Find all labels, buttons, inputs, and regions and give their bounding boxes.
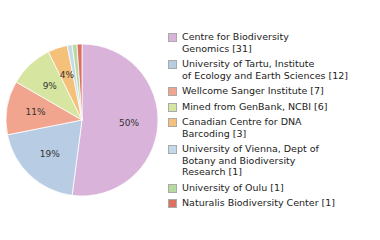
data-label: 11%	[26, 107, 46, 117]
legend-swatch	[168, 87, 177, 96]
legend-label: Naturalis Biodiversity Center [1]	[182, 197, 335, 209]
legend-swatch	[168, 184, 177, 193]
legend-item: University of Tartu, Institute of Ecolog…	[168, 58, 376, 81]
legend-swatch	[168, 145, 177, 154]
chart: 50% 19% 11% 9%4% Centre for Biodiversity Ge…	[0, 0, 380, 240]
legend-item: University of Vienna, Dept of Botany and…	[168, 143, 376, 178]
legend-label: University of Tartu, Institute of Ecolog…	[182, 58, 348, 81]
legend-label: University of Oulu [1]	[182, 182, 284, 194]
legend-swatch	[168, 118, 177, 127]
legend-swatch	[168, 33, 177, 42]
data-label: 50%	[119, 118, 139, 128]
slice	[67, 45, 82, 120]
legend-item: Canadian Centre for DNA Barcoding [3]	[168, 116, 376, 139]
legend-label: Centre for Biodiversity Genomics [31]	[182, 31, 289, 54]
slice-labels: 50% 19% 11% 9%4%	[26, 70, 140, 159]
data-label: 4%	[60, 70, 75, 80]
legend-item: Centre for Biodiversity Genomics [31]	[168, 31, 376, 54]
slice	[72, 44, 82, 120]
data-label: 9%	[43, 81, 58, 91]
legend-swatch	[168, 103, 177, 112]
legend-label: University of Vienna, Dept of Botany and…	[182, 143, 319, 178]
legend-item: Wellcome Sanger Institute [7]	[168, 85, 376, 97]
legend-item: University of Oulu [1]	[168, 182, 376, 194]
legend-label: Wellcome Sanger Institute [7]	[182, 85, 324, 97]
legend-item: Naturalis Biodiversity Center [1]	[168, 197, 376, 209]
legend-swatch	[168, 60, 177, 69]
slices	[6, 44, 158, 196]
legend: Centre for Biodiversity Genomics [31] Uni…	[168, 0, 376, 240]
legend-item: Mined from GenBank, NCBI [6]	[168, 101, 376, 113]
slice	[77, 44, 82, 120]
slice	[72, 44, 158, 196]
pie-area: 50% 19% 11% 9%4%	[0, 0, 164, 240]
legend-label: Mined from GenBank, NCBI [6]	[182, 101, 328, 113]
legend-swatch	[168, 199, 177, 208]
legend-label: Canadian Centre for DNA Barcoding [3]	[182, 116, 302, 139]
data-label: 19%	[40, 149, 60, 159]
